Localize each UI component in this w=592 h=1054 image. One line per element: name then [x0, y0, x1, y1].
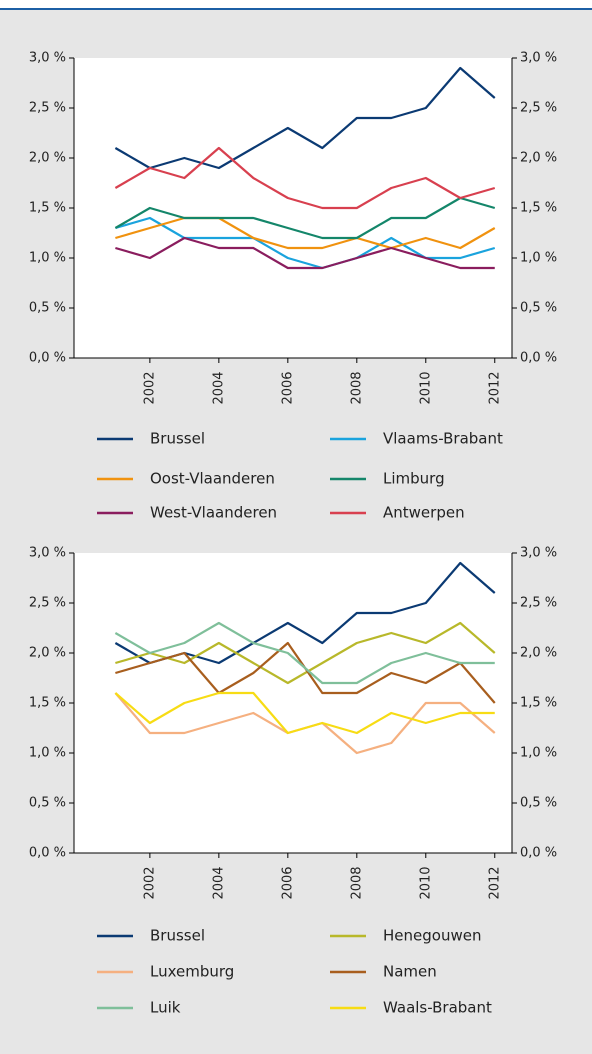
y-tick-label: 0,5 % — [29, 301, 66, 316]
legend-label: Waals-Brabant — [383, 999, 492, 1017]
legend-label: Antwerpen — [383, 504, 465, 522]
legend-label: Brussel — [150, 927, 205, 945]
y2-tick-label: 0,5 % — [520, 796, 557, 811]
y-tick-label: 2,0 % — [29, 151, 66, 166]
y2-tick-label: 0,0 % — [520, 351, 557, 366]
legend-label: Limburg — [383, 470, 445, 488]
y2-tick-label: 3,0 % — [520, 546, 557, 561]
x-tick-label: 2010 — [418, 371, 433, 404]
legend-label: Namen — [383, 963, 437, 981]
y-tick-label: 1,5 % — [29, 201, 66, 216]
x-tick-label: 2002 — [142, 866, 157, 899]
y2-tick-label: 2,0 % — [520, 646, 557, 661]
y2-tick-label: 1,0 % — [520, 746, 557, 761]
series-line — [114, 146, 496, 210]
y-tick-label: 1,0 % — [29, 251, 66, 266]
y-tick-label: 2,0 % — [29, 646, 66, 661]
legend-label: Oost-Vlaanderen — [150, 470, 275, 488]
y-tick-label: 3,0 % — [29, 546, 66, 561]
legend-label: West-Vlaanderen — [150, 504, 277, 522]
x-tick-label: 2004 — [211, 371, 226, 404]
y-tick-label: 1,0 % — [29, 746, 66, 761]
x-tick-label: 2008 — [349, 866, 364, 899]
y2-tick-label: 0,5 % — [520, 301, 557, 316]
x-tick-label: 2012 — [487, 371, 502, 404]
y-tick-label: 0,0 % — [29, 351, 66, 366]
x-tick-label: 2002 — [142, 371, 157, 404]
y-tick-label: 2,5 % — [29, 596, 66, 611]
series-line — [114, 196, 496, 240]
series-line — [115, 236, 495, 270]
x-tick-label: 2004 — [211, 866, 226, 899]
y2-tick-label: 2,5 % — [520, 596, 557, 611]
legend-label: Brussel — [150, 430, 205, 448]
legend-label: Luik — [150, 999, 181, 1017]
y2-tick-label: 0,0 % — [520, 846, 557, 861]
x-tick-label: 2012 — [487, 866, 502, 899]
plot-area — [74, 58, 512, 358]
series-line — [114, 66, 496, 170]
y2-tick-label: 2,0 % — [520, 151, 557, 166]
series-line — [115, 216, 496, 270]
y-tick-label: 3,0 % — [29, 51, 66, 66]
x-tick-label: 2006 — [280, 371, 295, 404]
y2-tick-label: 1,0 % — [520, 251, 557, 266]
y-tick-label: 2,5 % — [29, 101, 66, 116]
legend-label: Henegouwen — [383, 927, 481, 945]
series-line — [115, 621, 496, 685]
y2-tick-label: 3,0 % — [520, 51, 557, 66]
x-tick-label: 2010 — [418, 866, 433, 899]
legend-label: Vlaams-Brabant — [383, 430, 503, 448]
top-strip — [0, 0, 592, 9]
y-tick-label: 0,0 % — [29, 846, 66, 861]
legend-label: Luxemburg — [150, 963, 234, 981]
series-line — [114, 621, 495, 685]
y2-tick-label: 1,5 % — [520, 201, 557, 216]
series-line — [114, 691, 495, 735]
y-tick-label: 0,5 % — [29, 796, 66, 811]
y2-tick-label: 1,5 % — [520, 696, 557, 711]
y-tick-label: 1,5 % — [29, 696, 66, 711]
x-tick-label: 2008 — [349, 371, 364, 404]
series-line — [115, 216, 496, 250]
y2-tick-label: 2,5 % — [520, 101, 557, 116]
x-tick-label: 2006 — [280, 866, 295, 899]
